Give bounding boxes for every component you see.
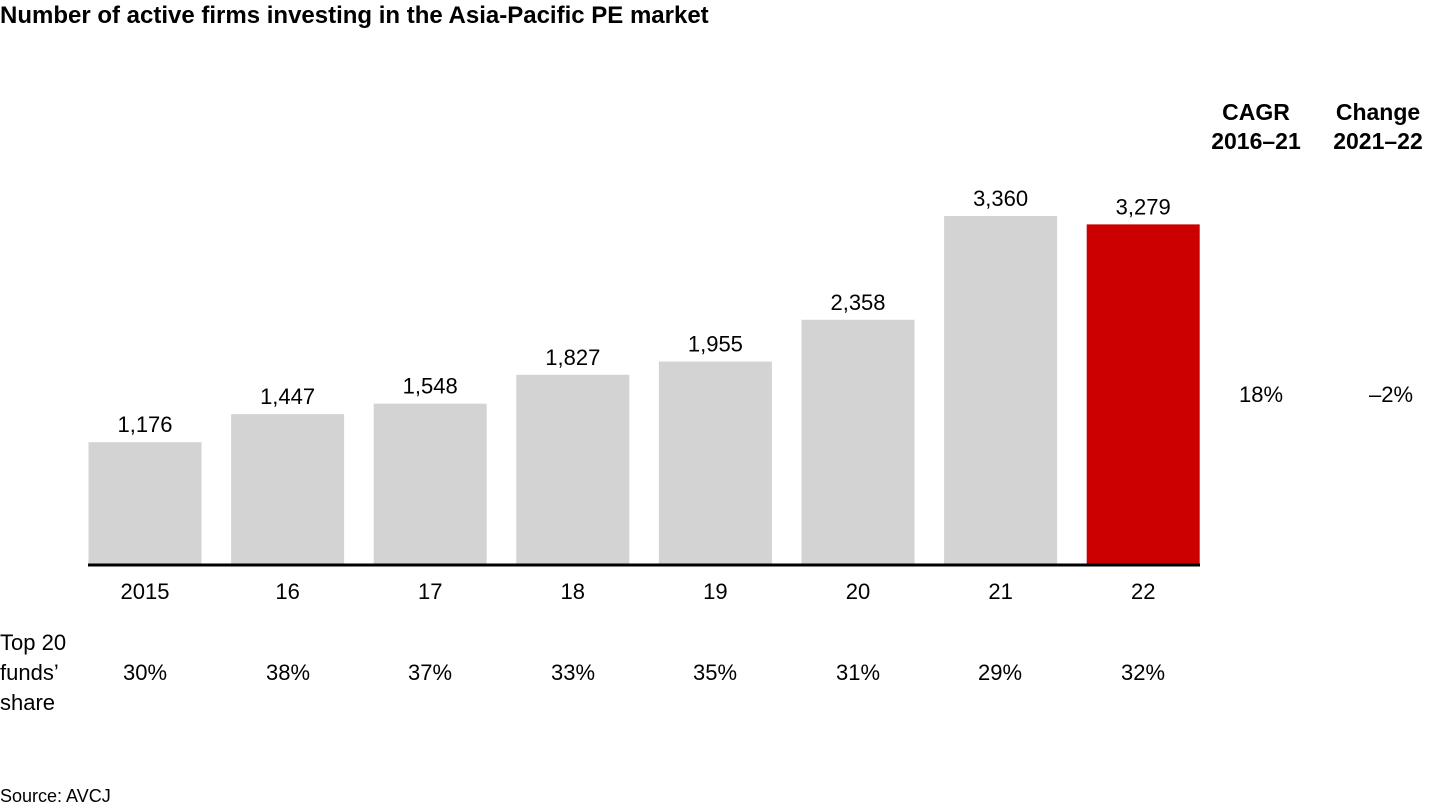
bar-17 [373,403,487,564]
value-label-2015: 1,176 [117,412,172,437]
category-label-18: 18 [561,579,585,604]
change-header-line1: Change [1335,99,1421,125]
change-header-line2: 2021–22 [1333,128,1423,154]
category-label-22: 22 [1131,579,1155,604]
share-value-21: 29% [977,660,1023,685]
share-value-20: 31% [835,660,881,685]
share-value-22: 32% [1120,660,1166,685]
value-label-20: 2,358 [830,290,885,315]
value-label-18: 1,827 [545,345,600,370]
value-label-16: 1,447 [260,384,315,409]
share-value-2015: 30% [122,660,168,685]
share-value-16: 38% [265,660,311,685]
category-label-16: 16 [275,579,299,604]
bar-18 [516,374,630,564]
cagr-header: CAGR 2016–21 [1196,98,1316,156]
change-header: Change 2021–22 [1316,98,1440,156]
value-label-22: 3,279 [1116,194,1171,219]
bar-16 [231,414,345,564]
cagr-header-line1: CAGR [1222,99,1290,125]
cagr-value: 18% [1238,382,1284,407]
bar-chart: 1,176 2015 1,447 16 1,548 17 1,827 18 1,955 19 2,3… [88,186,1200,604]
bar-22 [1086,224,1200,564]
share-value-17: 37% [407,660,453,685]
bar-2015 [88,442,202,564]
value-label-17: 1,548 [403,374,458,399]
share-label-line3: share [0,690,56,715]
category-label-2015: 2015 [121,579,170,604]
change-value: –2% [1368,382,1414,407]
share-label: Top 20 funds’ share [0,628,66,718]
category-label-17: 17 [418,579,442,604]
category-label-21: 21 [988,579,1012,604]
bar-19 [658,361,772,564]
share-label-line1: Top 20 [0,630,67,655]
bar-21 [944,216,1058,564]
chart-title: Number of active firms investing in the … [0,2,709,29]
category-label-20: 20 [846,579,870,604]
share-label-line2: funds’ [0,660,59,685]
cagr-header-line2: 2016–21 [1211,128,1301,154]
category-label-19: 19 [703,579,727,604]
share-value-19: 35% [692,660,738,685]
bar-20 [801,319,915,564]
value-label-19: 1,955 [688,332,743,357]
share-value-18: 33% [550,660,596,685]
source-note: Source: AVCJ [0,786,111,806]
value-label-21: 3,360 [973,186,1028,211]
